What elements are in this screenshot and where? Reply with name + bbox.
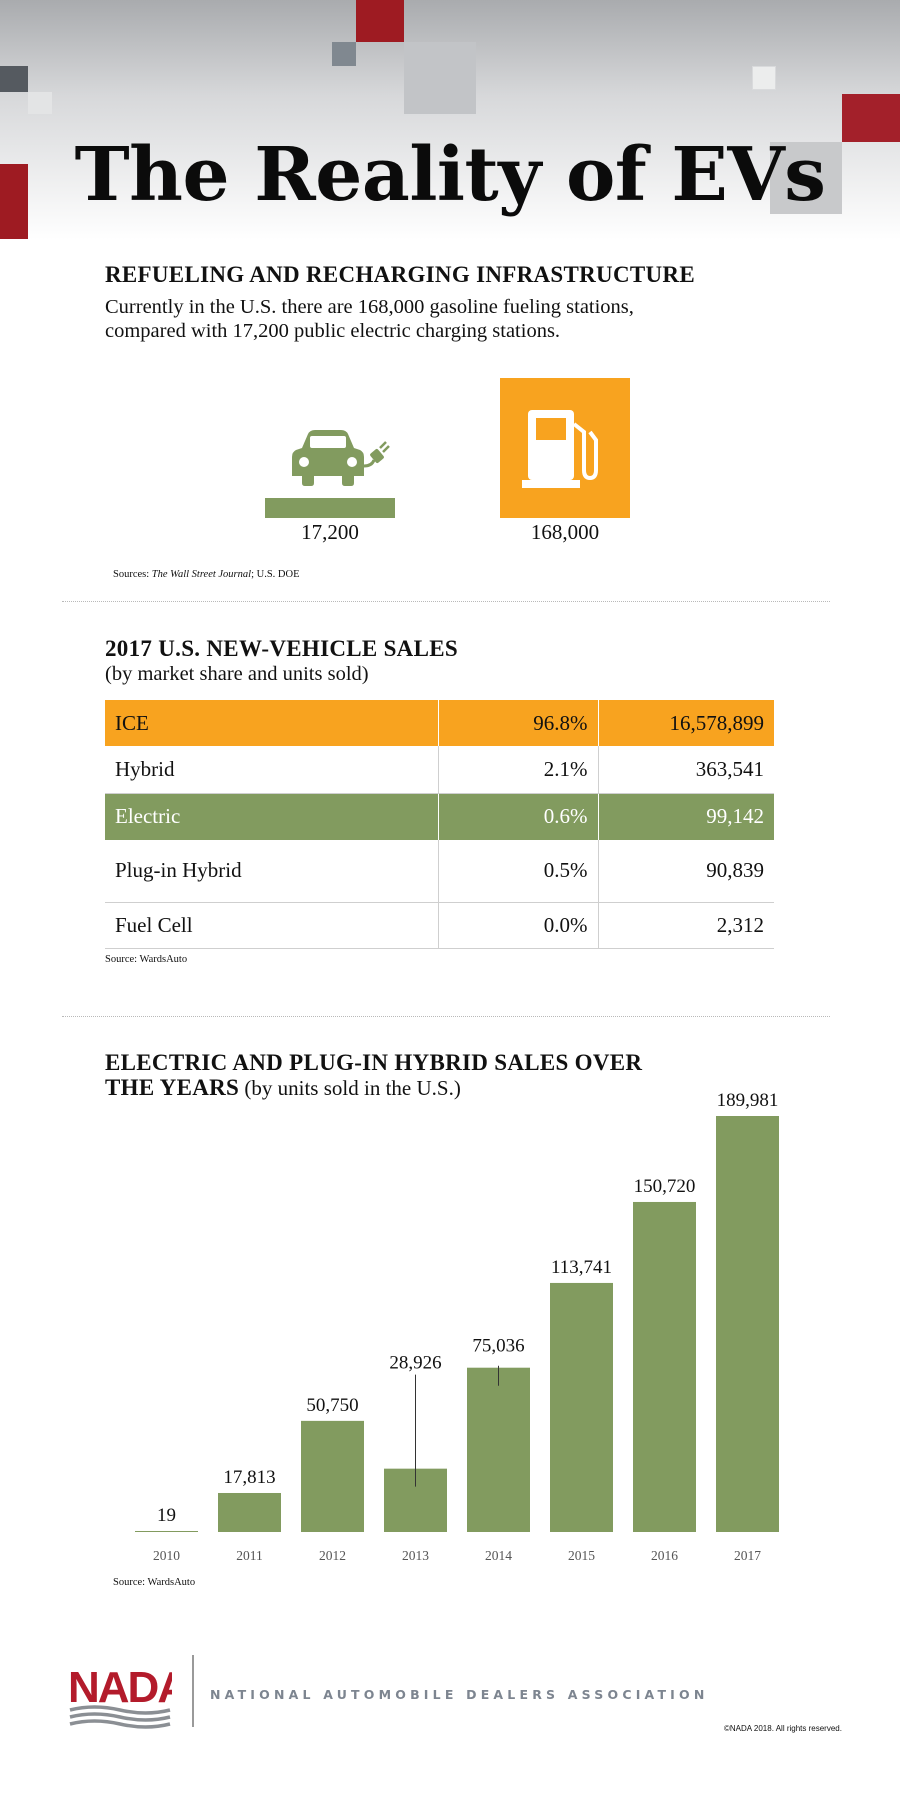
sales-table: ICE 96.8% 16,578,899 Hybrid 2.1% 363,541… [105,700,774,949]
sales-subheading: (by market share and units sold) [105,663,369,685]
decor-square [752,66,776,90]
units-sold: 363,541 [598,746,774,794]
ev-stations-count: 17,200 [301,520,359,544]
decor-square [0,66,28,92]
vehicle-type: Fuel Cell [105,902,439,949]
x-tick-label: 2010 [153,1548,180,1563]
bar-value-label: 28,926 [389,1353,441,1374]
chart-heading-line2: THE YEARS (by units sold in the U.S.) [105,1075,461,1101]
source-suffix: ; U.S. DOE [251,569,300,580]
x-tick-label: 2016 [651,1548,678,1563]
bar-2011 [218,1492,281,1532]
table-row: Hybrid 2.1% 363,541 [105,746,774,794]
infrastructure-graphic [265,378,630,518]
bar-2015 [550,1282,613,1532]
units-sold: 90,839 [598,840,774,903]
hero-banner [0,0,900,240]
vehicle-type: ICE [105,700,439,746]
association-name: NATIONAL AUTOMOBILE DEALERS ASSOCIATION [210,1687,709,1702]
market-share: 0.0% [438,902,599,949]
market-share: 2.1% [438,746,599,794]
table-row: Electric 0.6% 99,142 [105,793,774,840]
bar-2010 [135,1531,198,1532]
decor-square [356,0,404,42]
market-share: 0.5% [438,840,599,903]
bar-2017 [716,1116,779,1532]
table-row: Plug-in Hybrid 0.5% 90,839 [105,840,774,903]
chart-source: Source: WardsAuto [113,1577,196,1588]
chart-heading-line1: ELECTRIC AND PLUG-IN HYBRID SALES OVER [105,1050,643,1075]
bar-2012 [301,1420,364,1532]
sales-bar-chart: 19 2010 17,813 2011 50,750 2012 28,926 2013 75,0… [135,1090,779,1563]
infrastructure-text-line2: compared with 17,200 public electric cha… [105,320,561,342]
section-divider [62,601,830,602]
nada-logo: NADA [68,1663,172,1729]
sales-source: Source: WardsAuto [105,954,188,965]
market-share: 96.8% [438,700,599,746]
units-sold: 99,142 [598,793,774,840]
ev-charging-tile [265,498,395,518]
x-tick-label: 2017 [734,1548,761,1563]
bar-value-label: 150,720 [634,1176,696,1197]
table-row: Fuel Cell 0.0% 2,312 [105,902,774,949]
infrastructure-text-line1: Currently in the U.S. there are 168,000 … [105,296,634,318]
bar-value-label: 50,750 [306,1395,358,1416]
bar-value-label: 113,741 [551,1257,612,1278]
infrastructure-source: Sources: The Wall Street Journal; U.S. D… [113,569,299,580]
electric-car-plug-icon [292,430,390,486]
bar-2016 [633,1201,696,1532]
vehicle-type: Plug-in Hybrid [105,840,439,903]
bar-value-label: 19 [157,1505,176,1526]
decor-square [404,42,476,114]
x-tick-label: 2014 [485,1548,512,1563]
units-sold: 16,578,899 [598,700,774,746]
chart-heading-subtitle: (by units sold in the U.S.) [239,1076,461,1100]
section-divider [62,1016,830,1017]
x-tick-label: 2012 [319,1548,346,1563]
footer-divider [192,1655,194,1727]
vehicle-type: Hybrid [105,746,439,794]
x-tick-label: 2013 [402,1548,429,1563]
bar-value-label: 75,036 [472,1336,524,1357]
sales-heading: 2017 U.S. NEW-VEHICLE SALES [105,636,458,661]
decor-square [28,92,52,114]
decor-square [0,164,28,239]
source-prefix: Sources: [113,569,152,580]
page-title: The Reality of EVs [74,132,826,218]
nada-logo-text: NADA [68,1663,172,1712]
x-tick-label: 2015 [568,1548,595,1563]
chart-heading-bold: THE YEARS [105,1075,240,1100]
market-share: 0.6% [438,793,599,840]
bar-2014 [467,1367,530,1532]
decor-square [770,142,842,214]
x-tick-label: 2011 [236,1548,263,1563]
infrastructure-heading: REFUELING AND RECHARGING INFRASTRUCTURE [105,262,695,287]
bar-value-label: 189,981 [717,1090,779,1111]
decor-square [842,94,900,142]
units-sold: 2,312 [598,902,774,949]
copyright-notice: ©NADA 2018. All rights reserved. [724,1724,842,1733]
source-publication: The Wall Street Journal [151,569,252,580]
bar-value-label: 17,813 [223,1467,275,1488]
table-row: ICE 96.8% 16,578,899 [105,700,774,746]
vehicle-type: Electric [105,793,439,840]
gas-stations-count: 168,000 [530,520,600,544]
decor-square [332,42,356,66]
gas-pump-icon [522,410,598,488]
